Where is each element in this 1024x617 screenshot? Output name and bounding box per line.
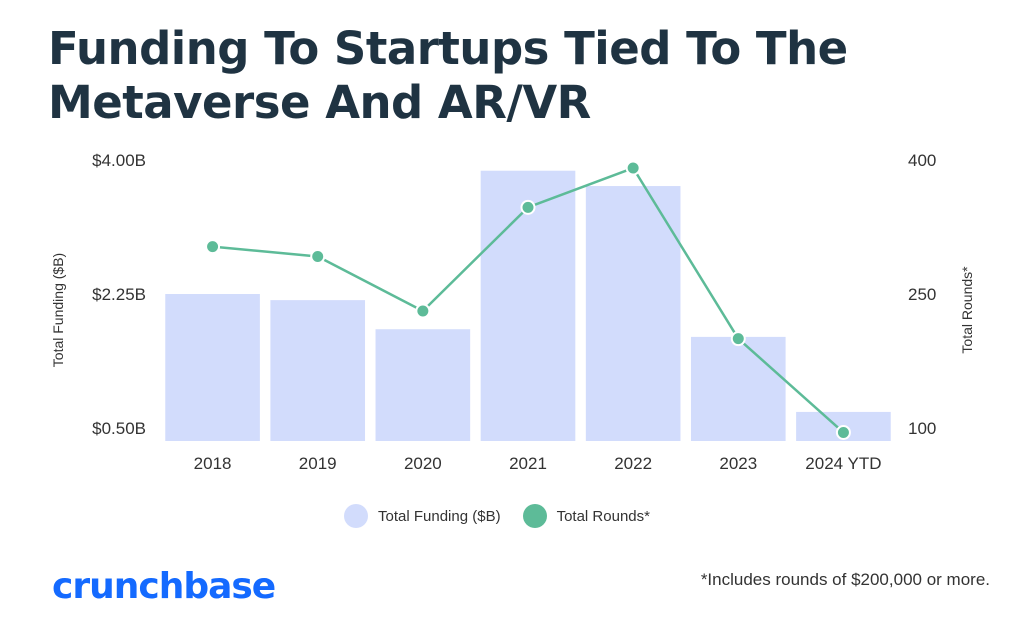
x-tick-label: 2021 (509, 454, 547, 473)
legend-item-funding: Total Funding ($B) (344, 504, 501, 528)
rounds-point-2022 (625, 160, 641, 176)
right-tick-label: 100 (908, 419, 936, 438)
rounds-point-2023 (730, 331, 746, 347)
x-tick-label: 2019 (299, 454, 337, 473)
bar-2022 (585, 186, 681, 441)
left-tick-label: $4.00B (92, 151, 146, 170)
rounds-point-2018 (205, 239, 221, 255)
legend-label-funding: Total Funding ($B) (378, 507, 501, 525)
legend-label-rounds: Total Rounds* (556, 507, 650, 525)
x-tick-label: 2020 (404, 454, 442, 473)
rounds-point-2019 (310, 248, 326, 264)
bar-2020 (375, 329, 471, 441)
left-axis-title: Total Funding ($B) (50, 253, 66, 367)
funding-rounds-chart: $0.50B $2.25B $4.00B 100 250 400 2018 2019 2020 2… (50, 151, 975, 473)
legend-swatch-rounds (522, 504, 547, 528)
bar-2018 (165, 294, 260, 441)
right-tick-label: 250 (908, 285, 936, 304)
x-tick-label: 2024 YTD (805, 454, 881, 473)
rounds-point-2021 (520, 199, 536, 215)
x-tick-label: 2018 (194, 454, 232, 473)
bar-2019 (270, 300, 366, 441)
bar-2023 (690, 336, 786, 441)
legend-swatch-funding (344, 504, 368, 528)
x-tick-label: 2022 (614, 454, 652, 473)
footnote: *Includes rounds of $200,000 or more. (700, 570, 990, 589)
left-tick-label: $2.25B (92, 285, 146, 304)
legend: Total Funding ($B) Total Rounds* (344, 504, 662, 528)
rounds-point-2024-ytd (835, 424, 851, 440)
left-tick-label: $0.50B (92, 419, 146, 438)
right-axis-title: Total Rounds* (959, 266, 975, 354)
rounds-point-2020 (415, 303, 431, 319)
right-tick-label: 400 (908, 151, 936, 170)
bar-2021 (480, 170, 576, 441)
crunchbase-logo: crunchbase (52, 566, 276, 607)
legend-item-rounds: Total Rounds* (522, 504, 650, 528)
chart-title: Funding To Startups Tied To The Metavers… (48, 22, 848, 129)
x-tick-label: 2023 (719, 454, 757, 473)
